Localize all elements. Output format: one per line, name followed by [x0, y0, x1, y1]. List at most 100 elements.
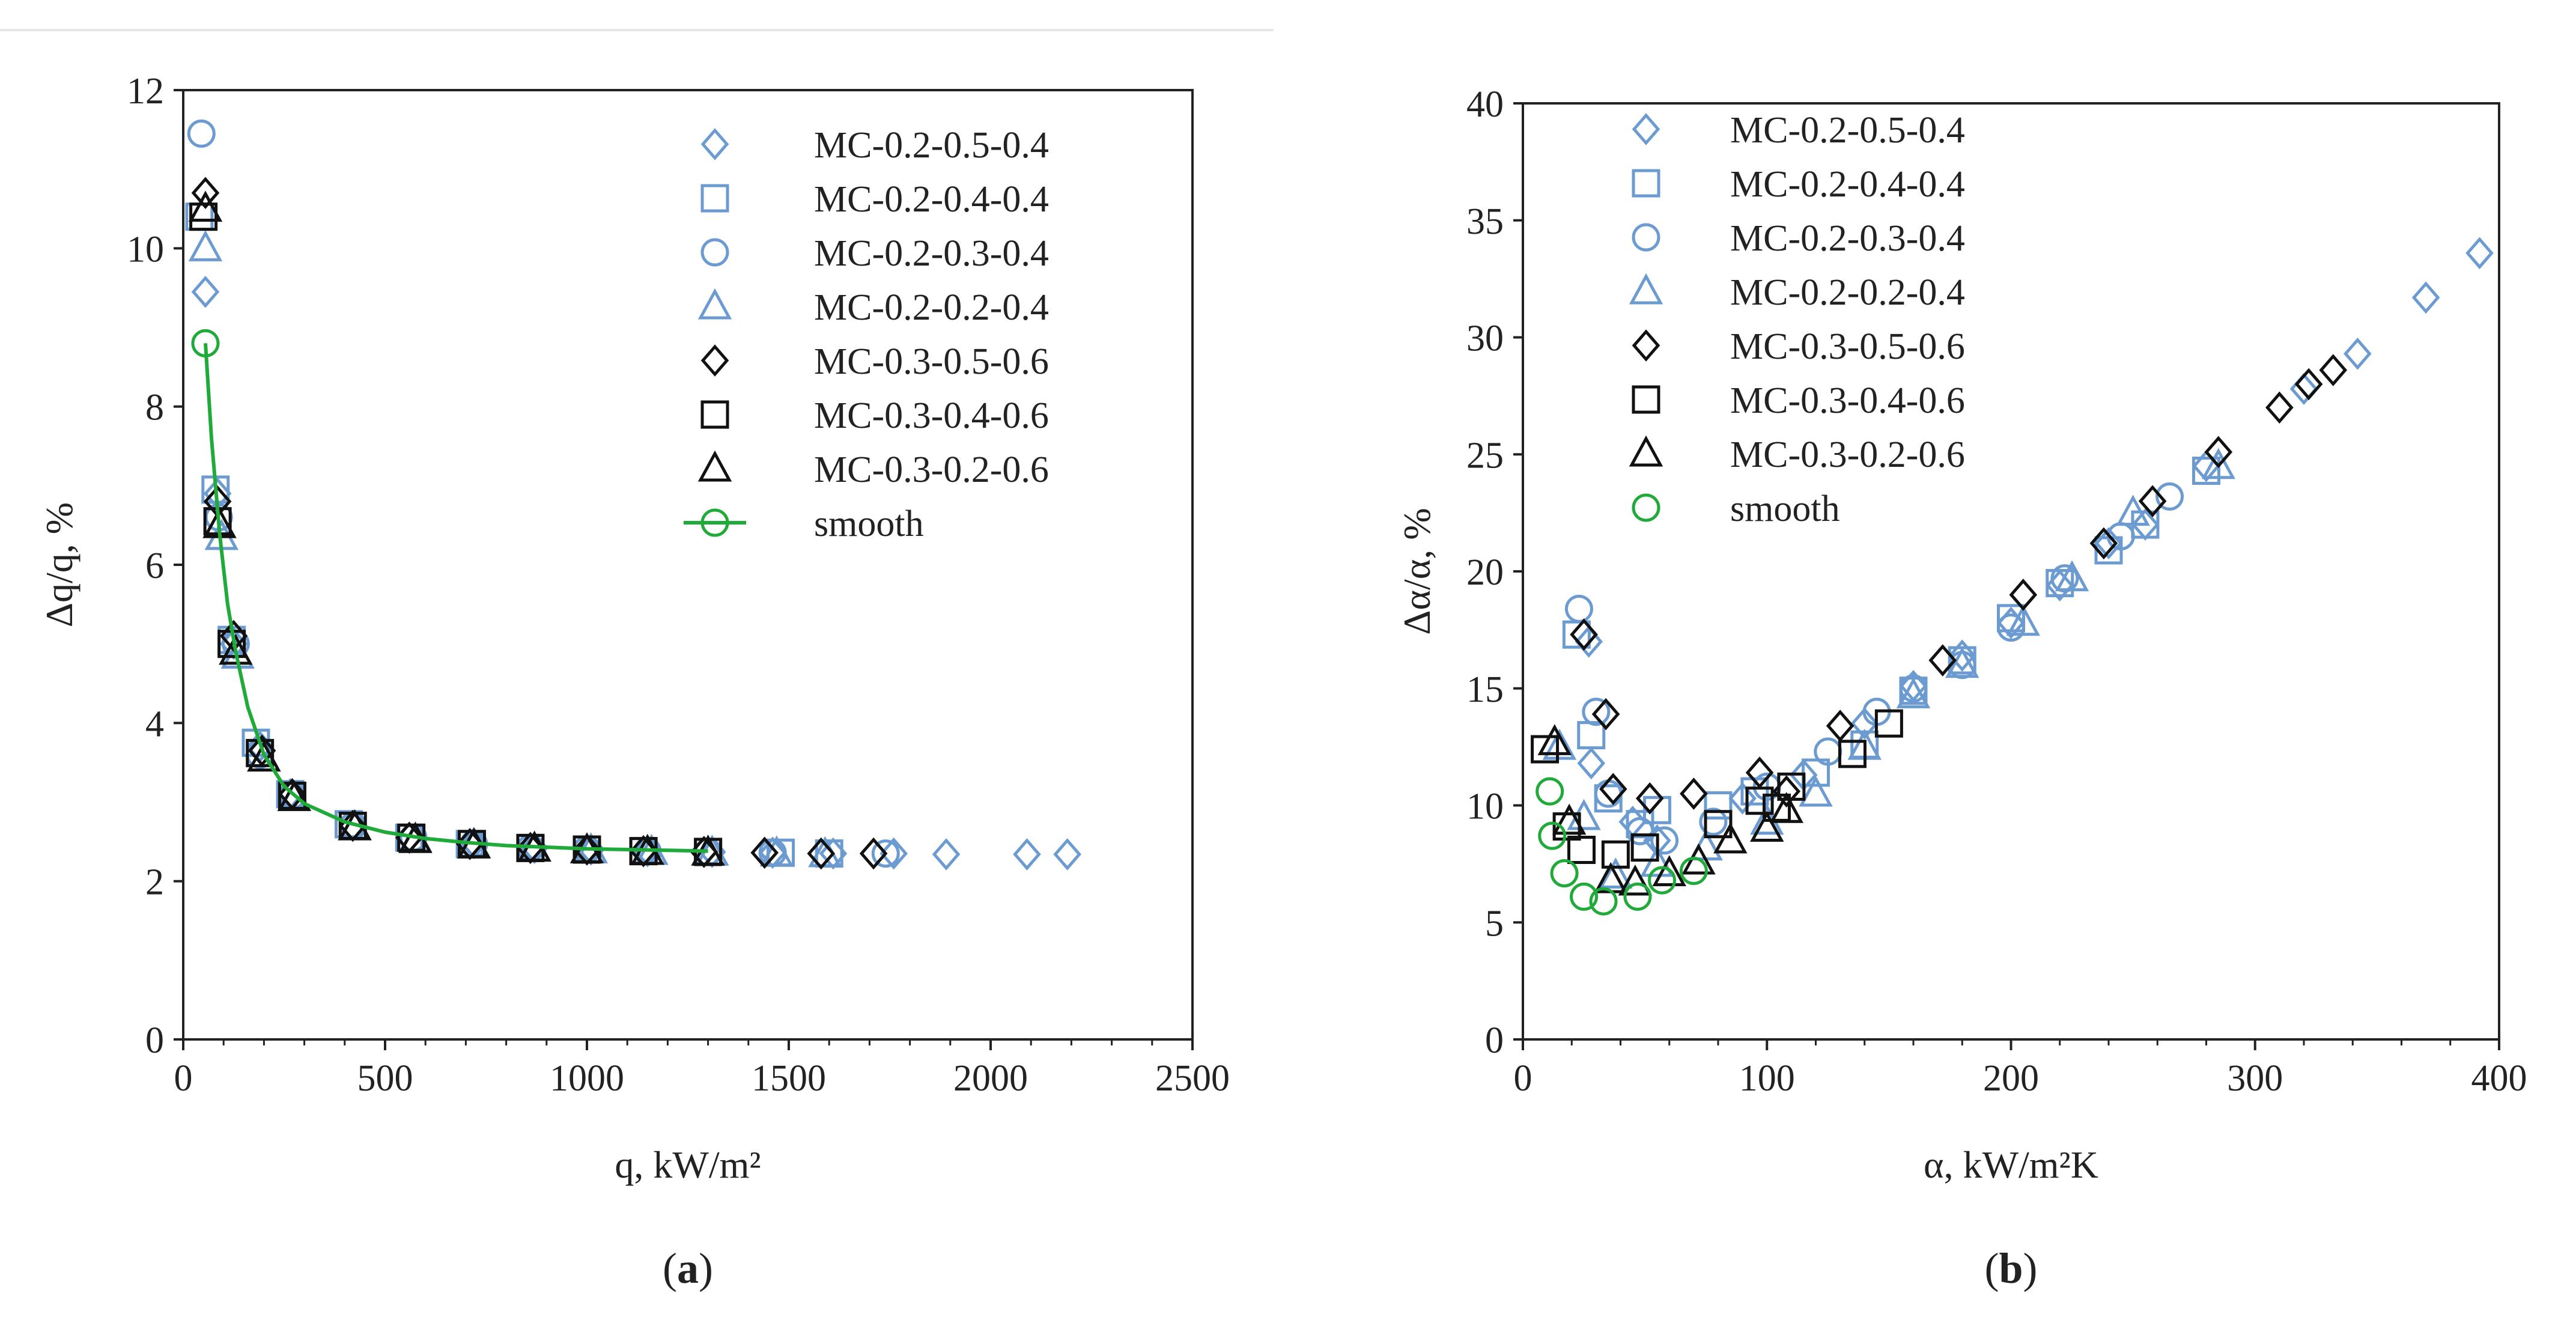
y-tick-label: 10 — [127, 229, 164, 270]
series-smooth — [191, 329, 708, 853]
legend-label: MC-0.3-0.4-0.6 — [1730, 380, 1965, 421]
y-tick-label: 15 — [1466, 669, 1504, 710]
legend-marker — [700, 508, 729, 537]
series-MC-0.2-0.2-0.4 — [1542, 448, 2236, 889]
data-point — [2138, 485, 2167, 517]
data-point — [1013, 838, 1041, 871]
chart-b-data-marks — [1531, 237, 2494, 916]
chart-a-data-marks — [185, 119, 1081, 871]
y-tick-label: 0 — [145, 1020, 164, 1061]
data-point — [759, 835, 794, 867]
data-point — [1680, 777, 1708, 810]
data-point — [1635, 782, 1664, 815]
x-tick-label: 300 — [2227, 1058, 2283, 1099]
data-point — [1591, 698, 1620, 731]
legend-marker — [697, 288, 732, 320]
legend-label: MC-0.2-0.3-0.4 — [814, 233, 1049, 274]
x-tick-label: 2500 — [1155, 1058, 1230, 1099]
series-MC-0.2-0.4-0.4 — [185, 202, 843, 868]
chart-b-legend: MC-0.2-0.5-0.4 MC-0.2-0.4-0.4 MC-0.2-0.3-0… — [1629, 110, 1965, 529]
data-point — [2116, 494, 2150, 526]
legend-item: MC-0.2-0.2-0.4 — [1629, 272, 1965, 313]
data-point — [1713, 822, 1748, 854]
data-point — [1550, 859, 1579, 887]
legend-label: MC-0.3-0.4-0.6 — [814, 395, 1049, 436]
chart-b-x-axis-title: α, kW/m²K — [1924, 1143, 2098, 1186]
series-MC-0.3-0.5-0.6 — [191, 177, 888, 870]
data-point — [1928, 644, 1957, 677]
x-tick-label: 400 — [2471, 1058, 2527, 1099]
data-point — [2006, 604, 2041, 636]
chart-a-legend: MC-0.2-0.5-0.4 MC-0.2-0.4-0.4 MC-0.2-0.3-0… — [684, 125, 1049, 544]
data-point — [1552, 803, 1587, 835]
data-point — [1531, 735, 1560, 764]
legend-label: smooth — [1730, 488, 1840, 529]
legend-label: MC-0.2-0.5-0.4 — [1730, 110, 1965, 151]
data-point — [2344, 337, 2372, 370]
chart-b-x-ticks: 0 100 200 300 400 — [1514, 1039, 2527, 1099]
data-point — [277, 780, 312, 811]
y-tick-label: 20 — [1466, 552, 1504, 593]
data-point — [1567, 836, 1596, 865]
y-tick-label: 0 — [1485, 1020, 1504, 1061]
data-point — [1577, 747, 1606, 780]
chart-b-caption: (b) — [1984, 1244, 2037, 1292]
data-point — [1570, 882, 1599, 911]
data-point — [1997, 613, 2025, 642]
data-point — [2294, 368, 2323, 401]
data-point — [1799, 775, 1833, 807]
data-point — [1626, 817, 1654, 845]
legend-label: MC-0.3-0.5-0.6 — [1730, 326, 1965, 367]
data-point — [1899, 674, 1928, 703]
data-point — [219, 633, 253, 665]
legend-label: MC-0.2-0.5-0.4 — [814, 125, 1049, 166]
data-point — [2289, 373, 2318, 405]
data-point — [1838, 740, 1867, 768]
data-point — [1589, 887, 1618, 916]
data-point — [1601, 840, 1630, 869]
data-point — [1575, 625, 1603, 658]
data-point — [1542, 728, 1577, 760]
legend-marker — [1632, 223, 1660, 252]
data-point — [2009, 579, 2038, 611]
x-tick-label: 100 — [1739, 1058, 1795, 1099]
data-point — [1618, 864, 1653, 896]
x-tick-label: 1000 — [550, 1058, 624, 1099]
data-point — [1948, 639, 1976, 672]
data-point — [187, 119, 216, 148]
caption-letter: b — [1999, 1244, 2023, 1292]
data-point — [1679, 857, 1708, 886]
data-point — [932, 838, 961, 871]
data-point — [1826, 710, 1855, 742]
data-point — [1599, 773, 1627, 806]
chart-a: 0 500 1000 1500 2000 2500 0 2 4 6 8 10 12 MC-0.2-0.… — [38, 71, 1230, 1292]
legend-marker — [1632, 493, 1660, 522]
data-point — [859, 837, 888, 870]
legend-item: MC-0.3-0.5-0.6 — [1632, 326, 1965, 367]
data-point — [1704, 791, 1733, 820]
data-point — [191, 275, 220, 308]
y-tick-label: 5 — [1485, 903, 1504, 944]
x-tick-label: 500 — [357, 1058, 413, 1099]
y-tick-label: 4 — [145, 704, 164, 744]
legend-item: MC-0.3-0.2-0.6 — [1629, 434, 1965, 475]
data-point — [1750, 811, 1784, 842]
legend-item: MC-0.3-0.4-0.6 — [1632, 380, 1965, 421]
series-MC-0.3-0.4-0.6 — [1531, 709, 1903, 869]
caption-paren-close: ) — [2023, 1244, 2038, 1292]
data-point — [1777, 772, 1806, 801]
legend-item: MC-0.3-0.5-0.6 — [700, 341, 1049, 382]
data-point — [1769, 792, 1803, 823]
y-tick-label: 6 — [145, 546, 164, 586]
data-point — [1538, 821, 1567, 850]
legend-item: MC-0.2-0.5-0.4 — [700, 125, 1049, 166]
data-point — [191, 177, 220, 209]
legend-label: MC-0.2-0.2-0.4 — [1730, 272, 1965, 313]
data-point — [191, 329, 220, 357]
y-tick-label: 25 — [1466, 435, 1504, 476]
legend-item: MC-0.2-0.3-0.4 — [1632, 218, 1965, 259]
data-point — [2046, 568, 2074, 597]
chart-b-plot-frame — [1522, 102, 2500, 1041]
data-point — [1874, 709, 1903, 738]
data-point — [807, 837, 836, 870]
